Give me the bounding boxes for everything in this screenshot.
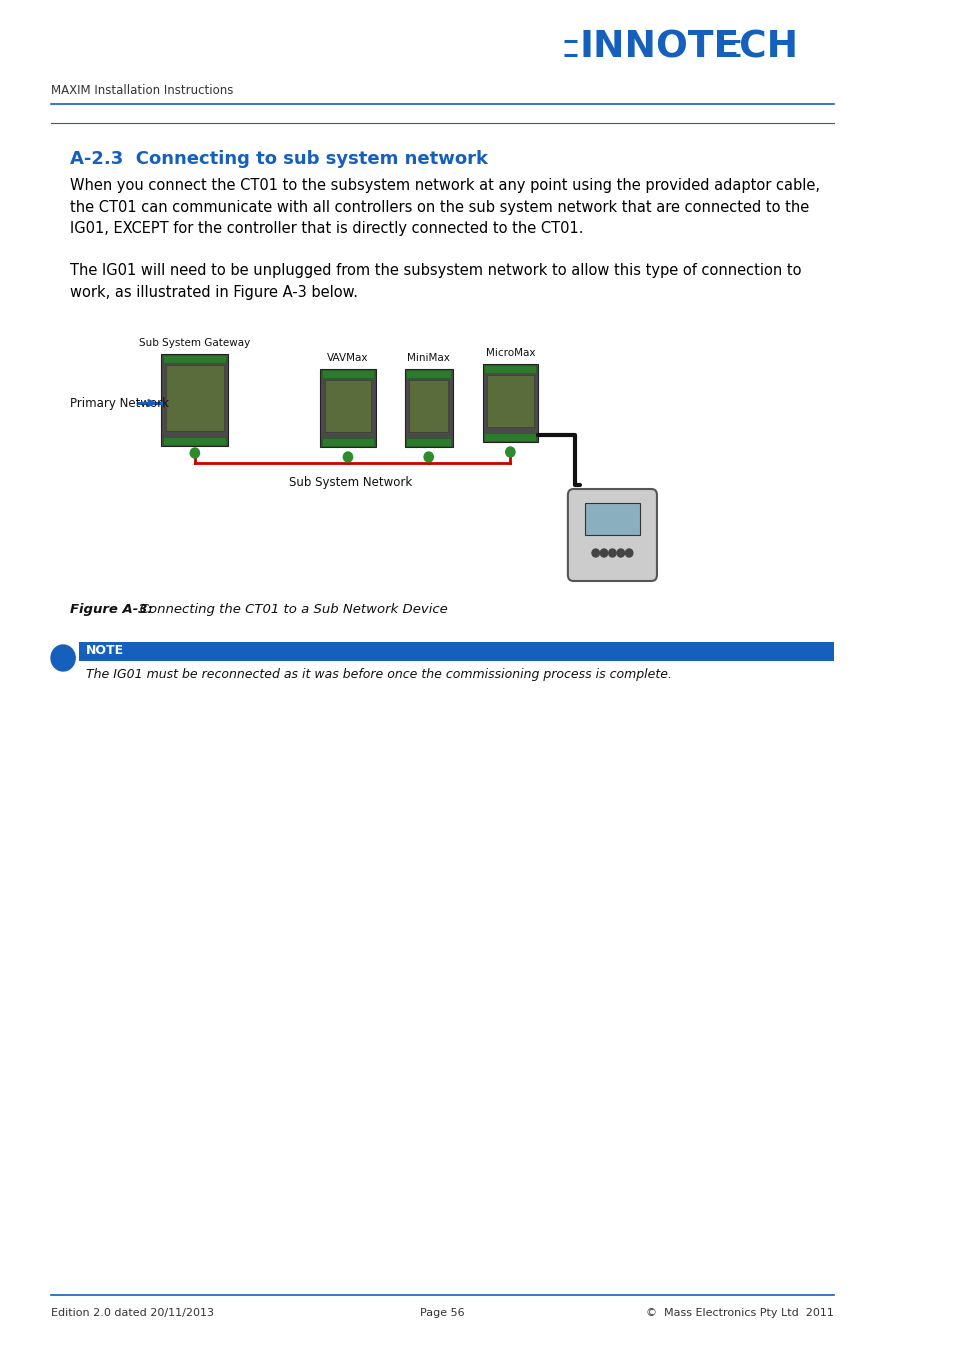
Text: MicroMax: MicroMax [485,348,535,358]
Text: Primary Network: Primary Network [70,397,169,409]
Bar [584,504,639,535]
Circle shape [343,452,353,462]
Bar [163,355,226,363]
Bar [484,433,536,441]
Circle shape [617,549,624,558]
Bar [163,437,226,446]
Circle shape [625,549,632,558]
Text: NOTE: NOTE [86,644,124,657]
Circle shape [608,549,616,558]
Text: A-2.3  Connecting to sub system network: A-2.3 Connecting to sub system network [70,150,487,167]
Circle shape [599,549,607,558]
Bar [404,369,453,447]
Circle shape [51,645,75,671]
Circle shape [424,452,433,462]
Bar [166,364,223,431]
Text: INNOTECH: INNOTECH [579,30,799,66]
Circle shape [505,447,515,458]
Bar [161,354,228,446]
Bar [322,370,374,378]
Bar [324,379,371,432]
Text: i: i [60,649,66,667]
Text: Page 56: Page 56 [420,1308,464,1318]
Text: Sub System Network: Sub System Network [289,477,412,489]
Bar [320,369,375,447]
Text: The IG01 must be reconnected as it was before once the commissioning process is : The IG01 must be reconnected as it was b… [86,668,672,680]
Circle shape [190,448,199,458]
Circle shape [592,549,598,558]
Bar [406,370,451,378]
Text: Sub System Gateway: Sub System Gateway [139,338,251,348]
Text: Figure A-3:: Figure A-3: [70,603,152,616]
Text: MAXIM Installation Instructions: MAXIM Installation Instructions [51,84,233,97]
Text: MiniMax: MiniMax [407,352,450,363]
Bar [482,364,537,441]
Text: Connecting the CT01 to a Sub Network Device: Connecting the CT01 to a Sub Network Dev… [127,603,447,616]
Text: When you connect the CT01 to the subsystem network at any point using the provid: When you connect the CT01 to the subsyst… [70,178,819,236]
Text: ©  Mass Electronics Pty Ltd  2011: © Mass Electronics Pty Ltd 2011 [645,1308,833,1318]
Text: VAVMax: VAVMax [327,352,368,363]
Text: Edition 2.0 dated 20/11/2013: Edition 2.0 dated 20/11/2013 [51,1308,213,1318]
Bar [487,375,533,427]
Bar [409,379,448,432]
Bar [322,437,374,446]
Bar [79,643,833,662]
Bar [484,364,536,373]
Text: The IG01 will need to be unplugged from the subsystem network to allow this type: The IG01 will need to be unplugged from … [70,263,801,300]
Bar [406,437,451,446]
FancyBboxPatch shape [567,489,657,580]
